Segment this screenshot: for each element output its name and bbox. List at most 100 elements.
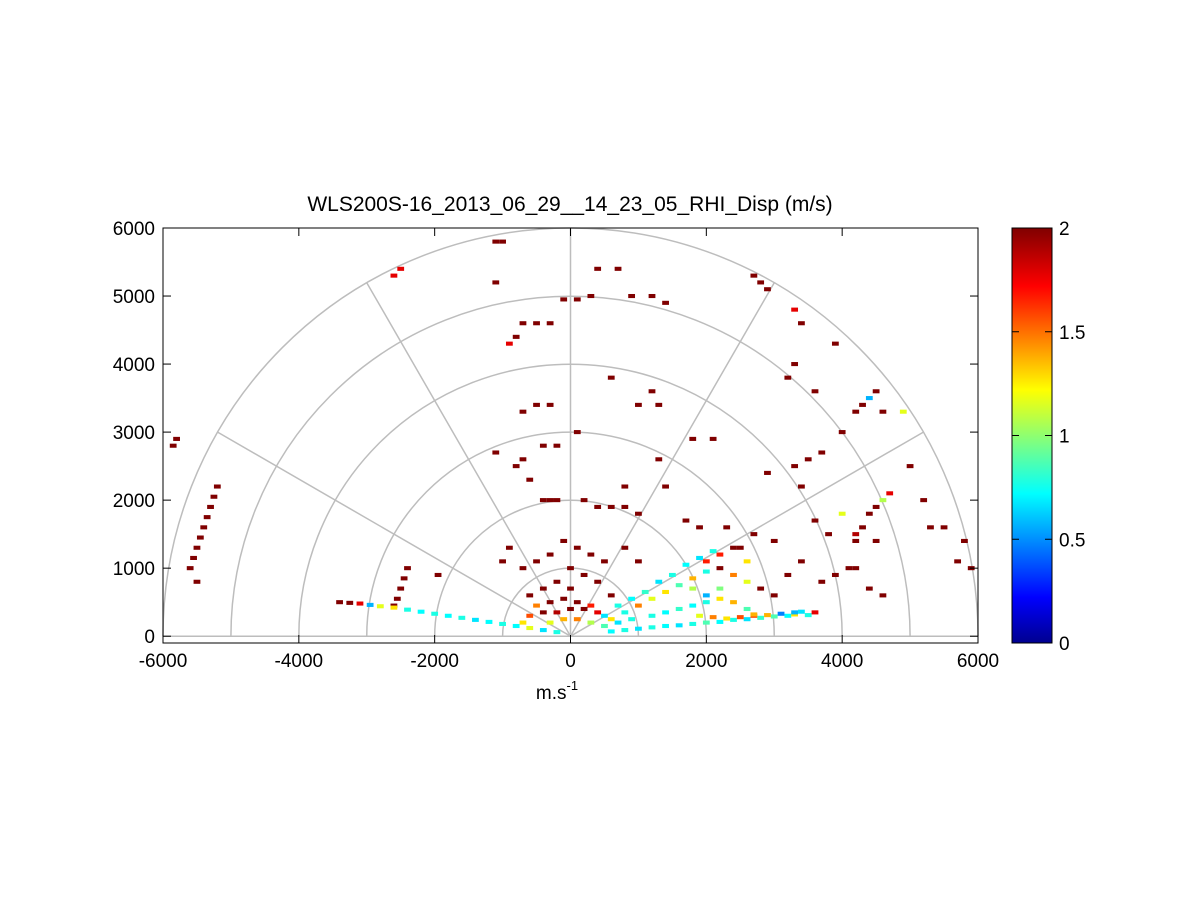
data-point-45: [784, 572, 792, 578]
data-point-46: [798, 559, 805, 564]
data-point-48: [831, 572, 839, 578]
data-point-150: [169, 443, 177, 448]
data-point-104: [505, 341, 513, 346]
x-tick-label-6000: 6000: [957, 651, 999, 672]
data-point-110: [573, 430, 581, 435]
data-point-47: [818, 579, 826, 584]
data-point-178: [553, 610, 561, 615]
data-point-103: [512, 334, 520, 339]
data-point-229: [567, 586, 574, 591]
data-point-79: [865, 586, 873, 591]
data-point-135: [499, 239, 506, 244]
data-point-100: [546, 321, 554, 326]
data-point-0: [804, 613, 812, 618]
data-point-185: [587, 620, 595, 625]
data-point-180: [580, 606, 588, 612]
x-tick-label-4000: 4000: [821, 651, 863, 672]
data-point-89: [764, 287, 771, 292]
data-point-118: [580, 498, 588, 503]
data-point-117: [553, 498, 561, 503]
data-point-165: [431, 611, 439, 616]
data-point-14: [607, 629, 615, 634]
data-point-7: [702, 620, 710, 625]
colorbar-tick-label-0: 0: [1059, 634, 1070, 655]
data-point-215: [587, 603, 595, 608]
data-point-112: [519, 457, 527, 462]
data-point-131: [607, 375, 615, 380]
data-point-162: [390, 605, 398, 610]
data-point-52: [811, 518, 819, 523]
data-point-32: [682, 562, 690, 567]
data-point-170: [499, 621, 506, 626]
data-point-23: [730, 572, 737, 578]
data-point-205: [791, 610, 799, 615]
data-point-209: [723, 616, 731, 621]
data-point-161: [376, 604, 384, 609]
data-point-20: [770, 593, 778, 598]
data-point-114: [526, 477, 534, 482]
data-point-184: [573, 617, 581, 622]
data-point-36: [628, 596, 636, 601]
data-point-216: [560, 596, 568, 601]
data-point-233: [505, 545, 513, 550]
colorbar: 0 0.5 1 1.5 2: [1011, 219, 1085, 655]
data-point-156: [434, 572, 442, 578]
data-point-171: [512, 623, 520, 629]
data-point-51: [852, 538, 860, 543]
data-point-85: [784, 375, 792, 380]
data-point-63: [818, 450, 826, 455]
data-point-223: [519, 566, 527, 571]
data-point-121: [621, 504, 629, 509]
data-point-124: [662, 484, 669, 489]
data-point-235: [499, 559, 506, 564]
data-point-26: [736, 545, 744, 550]
polar-grid: [162, 227, 979, 637]
colorbar-tick-label-0.5: 0.5: [1059, 530, 1085, 551]
data-point-41: [702, 593, 710, 598]
data-point-25: [702, 559, 710, 564]
data-point-16: [791, 612, 799, 617]
data-point-202: [662, 610, 669, 615]
data-point-197: [675, 606, 683, 612]
data-point-49: [845, 566, 853, 571]
data-point-92: [648, 293, 656, 299]
data-point-212: [533, 603, 540, 608]
polar-spoke-30: [570, 431, 924, 637]
data-point-12: [635, 626, 642, 631]
data-point-91: [831, 341, 839, 346]
data-point-128: [648, 389, 656, 394]
data-point-42: [689, 586, 697, 591]
data-point-93: [628, 293, 636, 299]
x-tick-label--4000: -4000: [275, 651, 324, 672]
data-point-61: [764, 470, 771, 475]
data-point-53: [865, 511, 873, 516]
data-point-231: [526, 593, 534, 598]
x-axis-label-text: m.s: [536, 683, 567, 704]
data-point-127: [635, 511, 642, 516]
data-point-30: [709, 549, 717, 554]
data-point-194: [702, 569, 710, 574]
data-point-140: [210, 494, 218, 499]
data-point-143: [200, 525, 208, 530]
data-point-214: [573, 600, 581, 605]
data-point-181: [594, 610, 602, 615]
data-point-65: [852, 409, 860, 414]
data-point-144: [196, 535, 204, 540]
data-point-130: [635, 402, 642, 407]
y-tick-label-1000: 1000: [113, 559, 155, 580]
data-point-35: [641, 589, 649, 595]
data-point-31: [696, 555, 703, 560]
data-point-226: [594, 579, 602, 584]
data-point-87: [750, 273, 758, 278]
data-point-119: [594, 504, 602, 509]
data-point-99: [560, 297, 568, 302]
data-point-201: [648, 613, 656, 618]
data-point-195: [716, 552, 724, 557]
data-point-138: [397, 266, 405, 271]
x-tick-label-0: 0: [565, 651, 576, 672]
data-point-187: [607, 617, 615, 622]
data-point-154: [393, 596, 401, 601]
data-point-105: [546, 402, 554, 407]
data-point-64: [838, 430, 846, 435]
data-point-66: [859, 402, 866, 407]
